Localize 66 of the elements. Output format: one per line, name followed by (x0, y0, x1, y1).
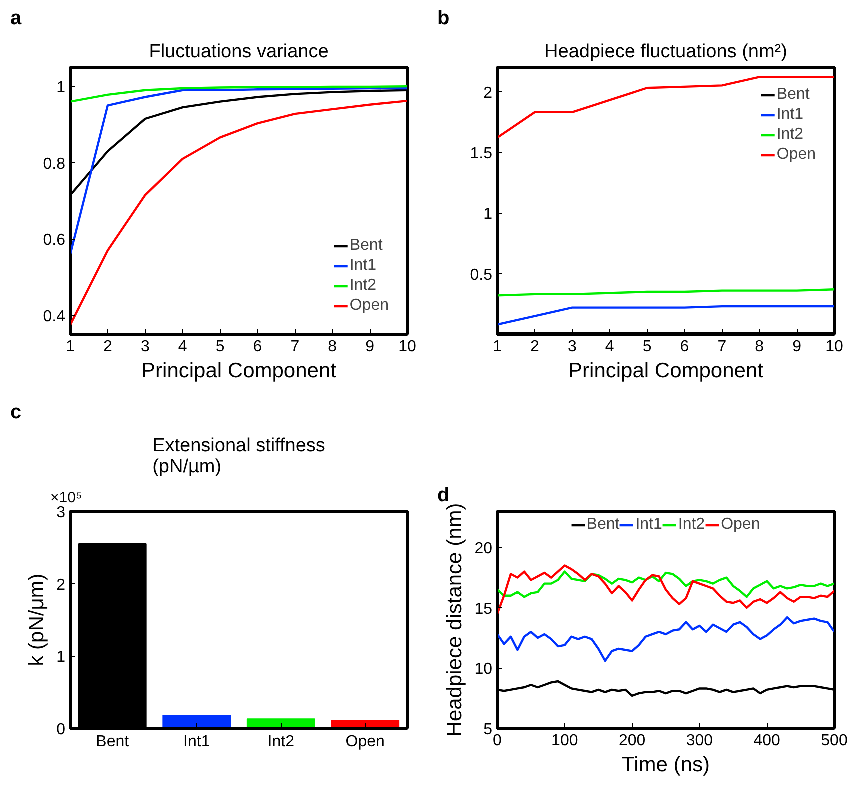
x-tick-label: Open (346, 734, 385, 750)
x-tick-label: 6 (680, 338, 690, 356)
legend-label: Open (350, 297, 389, 315)
y-tick-label: 1 (484, 206, 493, 224)
y-axis-title: k (pN/μm) (26, 574, 49, 666)
legend-label: Bent (350, 237, 383, 255)
x-tick-label: 7 (718, 338, 727, 356)
x-tick-label: 200 (618, 732, 646, 750)
chart-title: Headpiece fluctuations (nm²) (544, 42, 788, 62)
y-tick-label: 0.5 (470, 266, 493, 284)
x-tick-label: Int1 (184, 734, 210, 750)
y-tick-label: 2 (56, 576, 66, 594)
x-tick-label: 6 (253, 338, 262, 356)
x-tick-label: 300 (686, 732, 714, 750)
x-axis-title: Time (ns) (622, 754, 710, 776)
y-tick-label: 2 (484, 84, 493, 102)
x-tick-label: 4 (178, 338, 188, 356)
x-tick-label: 3 (140, 338, 150, 356)
y-tick-label: 1 (56, 649, 66, 666)
y-tick-label: 1.5 (470, 145, 493, 162)
legend-label: Int1 (636, 516, 662, 534)
legend-label: Int2 (776, 126, 804, 144)
x-tick-label: 9 (792, 338, 802, 356)
x-tick-label: 8 (328, 338, 338, 356)
y-tick-label: 20 (474, 540, 493, 558)
text: b (438, 8, 450, 30)
legend-label: Bent (586, 516, 620, 534)
x-axis-title: Principal Component (568, 360, 764, 382)
y-tick-label: 1 (56, 80, 66, 97)
legend-label: Bent (776, 86, 810, 104)
x-tick-label: 3 (568, 338, 577, 356)
y-tick-label: 0.8 (43, 156, 66, 173)
y-tick-label: 0 (56, 722, 66, 738)
y-tick-label: 0.4 (43, 308, 66, 326)
x-tick-label: 100 (552, 732, 578, 750)
legend-label: Int1 (350, 257, 377, 275)
x-tick-label: 5 (216, 338, 225, 356)
x-tick-label: 10 (398, 338, 416, 356)
x-tick-label: Bent (96, 734, 130, 750)
x-tick-label: 2 (530, 338, 540, 356)
y-tick-label: 3 (56, 504, 66, 522)
x-tick-label: 400 (754, 732, 781, 750)
x-tick-label: Int2 (268, 734, 295, 750)
x-tick-label: 5 (642, 338, 652, 356)
chart-title: Extensional stiffness (pN/µm) (152, 436, 326, 478)
legend-label: Int2 (678, 516, 706, 534)
legend-label: Int2 (350, 277, 377, 295)
y-tick-label: 5 (484, 722, 493, 738)
chart-title: Fluctuations variance (149, 42, 329, 62)
x-axis-title: Principal Component (142, 360, 337, 382)
y-tick-label: 0.6 (43, 232, 66, 250)
legend-label: Open (721, 516, 760, 534)
x-tick-label: 7 (290, 338, 300, 356)
text: a (10, 8, 22, 30)
legend-label: Open (776, 146, 816, 164)
legend-label: Int1 (776, 106, 804, 124)
x-tick-label: 500 (821, 732, 848, 750)
x-tick-label: 10 (826, 338, 844, 356)
y-tick-label: 15 (474, 600, 493, 618)
x-tick-label: 4 (605, 338, 614, 356)
text: ×10⁵ (50, 490, 82, 506)
y-tick-label: 10 (474, 661, 493, 678)
x-tick-label: 9 (366, 338, 375, 356)
x-tick-label: 8 (755, 338, 764, 356)
x-tick-label: 2 (103, 338, 112, 356)
text: c (10, 402, 22, 424)
